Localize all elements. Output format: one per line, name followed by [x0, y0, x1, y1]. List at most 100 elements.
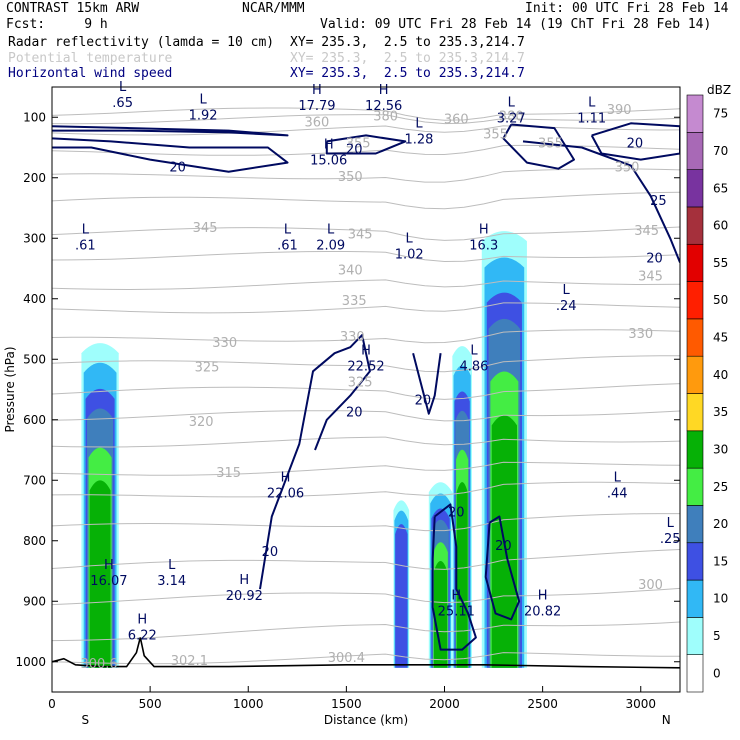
theta-label-22: 390 [607, 103, 632, 118]
colorbar: dBZ 0 5 10 15 20 25 30 35 40 45 50 55 60 65 70 75 [686, 83, 731, 693]
wind-label-4: 20 [646, 251, 663, 266]
extremum-value-11: 1.02 [395, 247, 424, 262]
extremum-letter-7: H [324, 138, 334, 153]
colorbar-swatch-15 [686, 94, 704, 133]
terrain-line [51, 637, 681, 669]
theta-label-8: 330 [212, 336, 237, 351]
extremum-letter-0: L [119, 80, 127, 95]
field-reflectivity-xy: XY= 235.3, 2.5 to 235.3,214.7 [290, 35, 525, 50]
wind-label-2: 20 [627, 137, 644, 152]
theta-contour-5 [52, 481, 680, 498]
colorbar-swatch-6 [686, 430, 704, 469]
extremum-value-20: 20.92 [226, 589, 263, 604]
colorbar-label-2: 10 [713, 592, 728, 606]
extremum-value-4: 3.27 [497, 111, 526, 126]
extremum-letter-18: H [104, 558, 114, 573]
y-tick-label-5: 600 [23, 413, 46, 427]
extremum-letter-12: H [479, 222, 489, 237]
colorbar-label-13: 65 [713, 181, 728, 195]
theta-contour-21 [52, 107, 680, 121]
extremum-letter-17: L [614, 470, 622, 485]
theta-contour-4 [52, 513, 680, 532]
wind-label-6: 20 [415, 394, 432, 409]
wind-label-7: 20 [262, 545, 279, 560]
extremum-letter-21: H [137, 613, 147, 628]
x-tick-label-1: 500 [139, 697, 162, 711]
extremum-value-3: 12.56 [365, 99, 402, 114]
colorbar-label-9: 45 [713, 331, 728, 345]
theta-contour-19 [52, 125, 680, 136]
colorbar-swatch-8 [686, 355, 704, 394]
theta-contour-12 [52, 302, 680, 314]
field-wind-xy: XY= 235.3, 2.5 to 235.3,214.7 [290, 66, 525, 81]
theta-label-17: 355 [346, 137, 371, 152]
colorbar-label-3: 15 [713, 554, 728, 568]
theta-contour-9 [52, 383, 680, 400]
colorbar-label-0: 0 [713, 666, 721, 680]
extremum-value-22: 25.11 [438, 604, 475, 619]
center-title: NCAR/MMM [242, 1, 305, 16]
y-axis-label: Pressure (hPa) [3, 346, 17, 432]
extremum-letter-2: H [312, 83, 322, 98]
wind-contour-7 [412, 352, 442, 415]
theta-contour-8 [52, 410, 680, 422]
wind-label-8: 20 [448, 506, 465, 521]
theta-label-7: 325 [348, 375, 373, 390]
extremum-value-23: 20.82 [524, 604, 561, 619]
extremum-letter-20: H [239, 573, 249, 588]
y-tick-label-6: 700 [23, 473, 46, 487]
colorbar-label-1: 5 [713, 629, 721, 643]
theta-label-2: 302.1 [171, 654, 208, 669]
wind-contour-4 [590, 122, 680, 161]
x-axis-label: Distance (km) [324, 713, 408, 727]
extremum-value-17: .44 [607, 486, 628, 501]
extremum-letter-24: L [667, 516, 675, 531]
wind-contour-2 [325, 134, 407, 155]
x-end-label-north: N [662, 713, 671, 727]
wind-contour-6 [259, 334, 371, 590]
wind-contour-0 [52, 137, 289, 173]
colorbar-swatch-12 [686, 206, 704, 245]
colorbar-swatch-2 [686, 579, 704, 618]
colorbar-swatch-3 [686, 542, 704, 581]
x-tick-label-6: 3000 [625, 697, 656, 711]
wind-contour-3 [502, 123, 575, 170]
extremum-letter-23: H [538, 588, 548, 603]
wind-label-1: 20 [346, 143, 363, 158]
theta-label-10: 330 [628, 327, 653, 342]
extremum-value-13: .24 [556, 299, 577, 314]
theta-label-6: 325 [195, 360, 220, 375]
theta-contour-11 [52, 329, 680, 344]
colorbar-swatch-11 [686, 243, 704, 282]
colorbar-swatch-4 [686, 505, 704, 544]
wind-contour-1 [52, 125, 289, 137]
y-tick-label-1: 200 [23, 171, 46, 185]
y-tick-label-4: 500 [23, 352, 46, 366]
colorbar-swatch-7 [686, 393, 704, 432]
colorbar-swatch-9 [686, 318, 704, 357]
colorbar-label-4: 20 [713, 517, 728, 531]
reflectivity-layer [81, 231, 527, 668]
extremum-value-21: 6.22 [128, 629, 157, 644]
wind-label-0: 20 [169, 161, 186, 176]
valid-time: Valid: 09 UTC Fri 28 Feb 14 (19 ChT Fri … [320, 17, 712, 32]
theta-label-21: 380 [499, 109, 524, 124]
theta-label-14: 345 [638, 270, 663, 285]
extremum-value-7: 15.06 [310, 154, 347, 169]
theta-label-0: 300 [638, 578, 663, 593]
extremum-value-15: 4.86 [459, 359, 488, 374]
extremum-value-16: 22.06 [267, 486, 304, 501]
colorbar-label-15: 75 [713, 107, 728, 121]
theta-contour-0 [52, 652, 680, 665]
reflectivity-cell-1-level-2 [395, 524, 408, 668]
theta-label-20: 360 [444, 112, 469, 127]
theta-contour-10 [52, 355, 680, 373]
theta-contour-16 [52, 191, 680, 210]
wind-contours [52, 122, 680, 651]
theta-label-11: 335 [342, 294, 367, 309]
y-tick-label-7: 800 [23, 534, 46, 548]
y-tick-label-9: 1000 [15, 655, 46, 669]
theta-contours [52, 107, 680, 665]
x-tick-label-2: 1000 [233, 697, 264, 711]
